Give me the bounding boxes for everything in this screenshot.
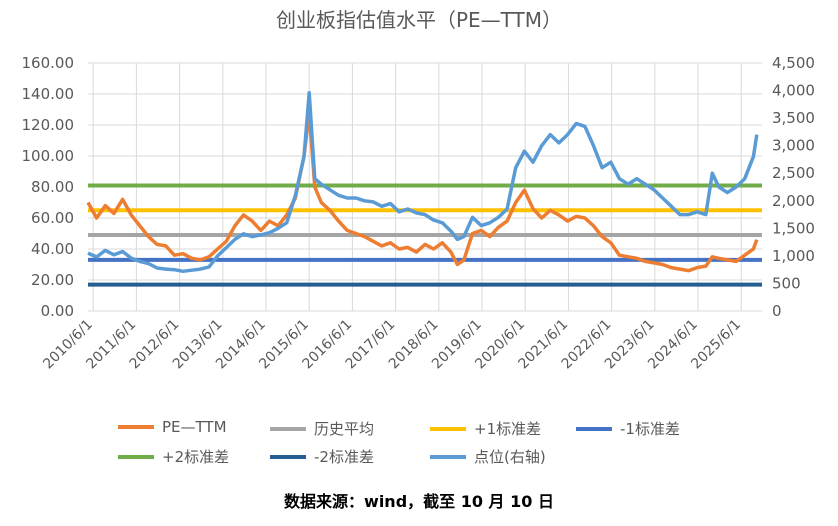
legend-swatch: [430, 454, 466, 459]
legend-label: +2标准差: [162, 448, 230, 466]
legend-item: +1标准差: [430, 418, 541, 439]
y-right-tick-label: 1,000: [772, 247, 815, 265]
legend-label: 历史平均: [314, 420, 375, 438]
legend-item: 历史平均: [270, 418, 374, 439]
index-line: [87, 91, 759, 274]
legend-label: 点位(右轴): [474, 448, 546, 466]
y-left-tick-label: 80.00: [31, 178, 74, 196]
legend-label: +1标准差: [474, 420, 542, 438]
y-right-tick-label: 4,500: [772, 54, 815, 72]
y-left-tick-label: 60.00: [31, 209, 74, 227]
chart-title: 创业板指估值水平（PE—TTM）: [275, 8, 563, 32]
legend-swatch: [118, 454, 154, 459]
legend-label: PE—TTM: [162, 418, 227, 436]
source-note: 数据来源：wind，截至 10 月 10 日: [284, 492, 554, 511]
y-right-tick-label: 4,000: [772, 82, 815, 100]
legend-swatch: [118, 425, 154, 429]
legend-item: +2标准差: [118, 446, 229, 467]
legend-item: 点位(右轴): [430, 446, 546, 467]
y-right-tick-label: 500: [772, 274, 801, 292]
y-left-tick-label: 0.00: [41, 302, 74, 320]
left-axis-ticks: 0.00 20.00 40.00 60.00 80.00 100.00 120.00 140.…: [22, 54, 75, 320]
legend-swatch: [430, 426, 466, 431]
y-right-tick-label: 3,500: [772, 109, 815, 127]
y-left-tick-label: 120.00: [22, 116, 75, 134]
y-left-tick-label: 160.00: [22, 54, 75, 72]
legend-item: PE—TTM: [118, 418, 227, 436]
legend-label: -2标准差: [314, 448, 374, 466]
y-right-tick-label: 1,500: [772, 219, 815, 237]
y-right-tick-label: 0: [772, 302, 782, 320]
y-left-tick-label: 40.00: [31, 240, 74, 258]
y-right-tick-label: 3,000: [772, 137, 815, 155]
legend-swatch: [576, 426, 612, 431]
y-right-tick-label: 2,500: [772, 164, 815, 182]
y-left-tick-label: 140.00: [22, 85, 75, 103]
y-right-tick-label: 2,000: [772, 192, 815, 210]
legend-item: -1标准差: [576, 418, 680, 439]
right-axis-ticks: 0 500 1,000 1,500 2,000 2,500 3,000 3,500 4,000 4…: [772, 54, 815, 320]
legend-label: -1标准差: [620, 420, 680, 438]
x-axis-ticks: 2010/6/12011/6/12012/6/12013/6/12014/6/1…: [40, 317, 744, 373]
legend-swatch: [270, 426, 306, 431]
series-lines: [86, 91, 759, 274]
legend-swatch: [270, 454, 306, 459]
pe-line: [86, 110, 759, 273]
y-left-tick-label: 20.00: [31, 271, 74, 289]
legend-item: -2标准差: [270, 446, 374, 467]
y-left-tick-label: 100.00: [22, 147, 75, 165]
